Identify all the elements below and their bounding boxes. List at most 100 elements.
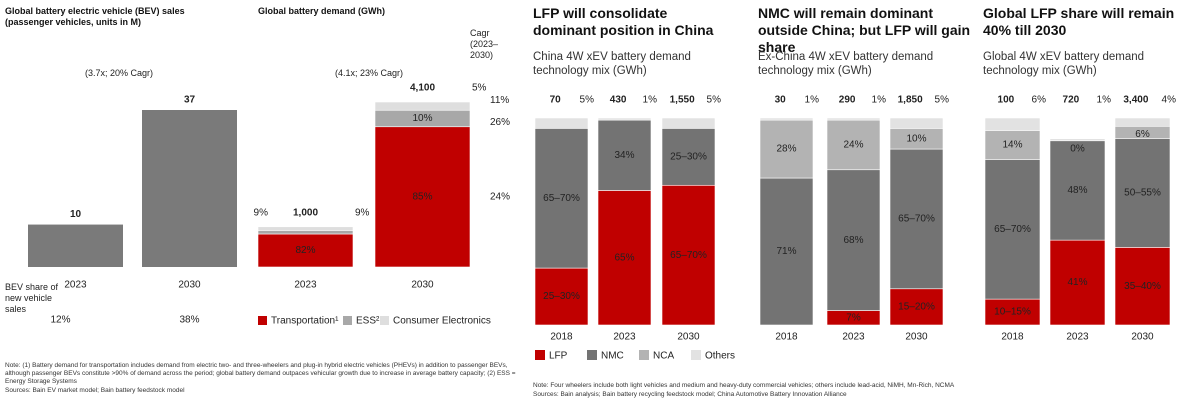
segment-label: 35–40%	[1124, 281, 1161, 292]
legend-swatch	[258, 316, 267, 325]
chart-subtitle: Global 4W xEV battery demand technology …	[983, 51, 1145, 77]
segment-label: 9%	[254, 207, 269, 218]
bar-segment	[374, 101, 471, 111]
bar-segment	[597, 190, 652, 326]
segment-label: 50–55%	[1124, 188, 1161, 199]
segment-label: 65%	[614, 252, 634, 263]
segment-label: 14%	[1002, 140, 1022, 151]
footnote: Note: (1) Battery demand for transportat…	[5, 362, 516, 385]
segment-label: 0%	[1070, 143, 1085, 154]
bar-segment	[1114, 247, 1171, 326]
share-title: BEV share of new vehicle sales	[5, 282, 59, 314]
share-label: 38%	[179, 315, 199, 326]
bar-segment	[889, 148, 944, 290]
legend-swatch	[380, 316, 389, 325]
segment-label: 34%	[614, 150, 634, 161]
bar-segment	[534, 117, 589, 129]
segment-label: 65–70%	[898, 214, 935, 225]
bar-segment	[534, 128, 589, 269]
segment-label: 6%	[1135, 129, 1150, 140]
legend-label: NMC	[601, 351, 624, 362]
segment-label: 41%	[1067, 277, 1087, 288]
bar-segment	[374, 126, 471, 268]
legend-label: ESS²	[356, 316, 380, 327]
chart-title: NMC will remain dominant outside China; …	[758, 5, 971, 55]
segment-label: 65–70%	[670, 250, 707, 261]
segment-label: 1%	[1097, 95, 1112, 106]
total-label: 4,100	[410, 83, 435, 94]
bar-segment	[984, 117, 1041, 131]
x-tick-label: 2023	[64, 280, 87, 291]
bar-segment	[534, 267, 589, 326]
legend-swatch	[343, 316, 352, 325]
bar-segment	[1049, 140, 1106, 241]
value-label: 10	[70, 209, 82, 220]
segment-label: 6%	[1032, 95, 1047, 106]
bar-segment	[597, 119, 652, 191]
bar-segment	[889, 117, 944, 129]
bar-segment	[257, 230, 354, 235]
chart-title: Global battery demand (GWh)	[258, 6, 386, 16]
bar-segment	[597, 117, 652, 121]
value-label: 37	[184, 95, 196, 106]
annotation: (3.7x; 20% Cagr)	[85, 68, 154, 78]
segment-label: 25–30%	[543, 291, 580, 302]
segment-label: 1%	[643, 95, 658, 106]
bar-segment	[984, 130, 1041, 160]
bar-segment	[826, 119, 881, 171]
legend-label: Consumer Electronics	[393, 316, 491, 327]
legend-swatch	[587, 350, 597, 360]
bar-segment	[661, 128, 716, 186]
bar-segment	[984, 298, 1041, 326]
legend-label: Others	[705, 351, 735, 362]
segment-label: 1%	[872, 95, 887, 106]
bar-segment	[1114, 117, 1171, 127]
x-tick-label: 2023	[613, 332, 636, 343]
x-tick-label: 2030	[1131, 332, 1154, 343]
segment-label: 1%	[805, 95, 820, 106]
x-tick-label: 2030	[677, 332, 700, 343]
legend-label: NCA	[653, 351, 674, 362]
sources: Sources: Bain analysis; Bain battery rec…	[533, 391, 847, 398]
chart-title: Global battery electric vehicle (BEV) sa…	[5, 6, 185, 27]
x-tick-label: 2030	[178, 280, 201, 291]
bar-segment	[257, 233, 354, 268]
segment-label: 9%	[355, 207, 370, 218]
segment-label: 4%	[1162, 95, 1177, 106]
legend-swatch	[535, 350, 545, 360]
total-label: 290	[839, 95, 856, 106]
total-label: 3,400	[1123, 95, 1148, 106]
bar	[28, 224, 123, 267]
legend-swatch	[691, 350, 701, 360]
bar-segment	[661, 184, 716, 326]
x-tick-label: 2023	[1066, 332, 1089, 343]
x-tick-label: 2030	[411, 280, 434, 291]
chart-title: Global LFP share will remain 40% till 20…	[983, 5, 1175, 38]
bar	[142, 110, 237, 267]
segment-label: 65–70%	[994, 224, 1031, 235]
bar-segment	[1049, 239, 1106, 326]
segment-label: 5%	[935, 95, 950, 106]
bar-segment	[826, 169, 881, 311]
segment-label: 24%	[843, 140, 863, 151]
total-label: 30	[775, 95, 787, 106]
segment-label: 5%	[707, 95, 722, 106]
segment-label: 10–15%	[994, 307, 1031, 318]
segment-label: 82%	[295, 245, 315, 256]
total-label: 1,000	[293, 207, 318, 218]
bar-segment	[759, 117, 814, 121]
bar-segment	[759, 177, 814, 326]
segment-label: 10%	[412, 113, 432, 124]
x-tick-label: 2018	[550, 332, 573, 343]
bar-segment	[257, 226, 354, 231]
cagr-label: 11%	[490, 95, 509, 106]
segment-label: 48%	[1067, 185, 1087, 196]
total-label: 70	[550, 95, 562, 106]
annotation: (4.1x; 23% Cagr)	[335, 68, 404, 78]
segment-label: 15–20%	[898, 302, 935, 313]
footnote: Note: Four wheelers include both light v…	[533, 382, 955, 389]
cagr-label: 24%	[490, 192, 510, 203]
total-label: 1,850	[898, 95, 923, 106]
bar-segment	[661, 117, 716, 129]
